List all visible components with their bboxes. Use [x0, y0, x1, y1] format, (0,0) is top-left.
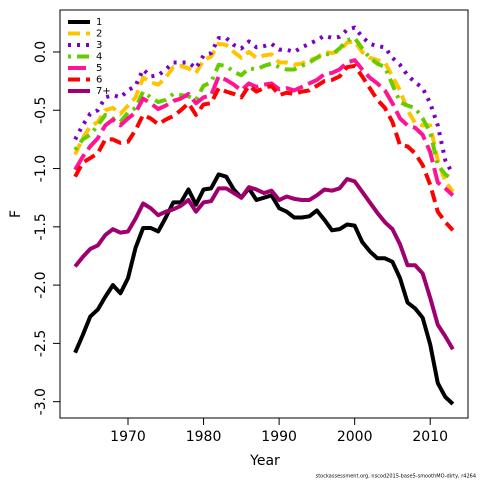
- x-tick-label: 2010: [412, 429, 448, 445]
- y-axis-label: F: [8, 210, 24, 218]
- series-line: [73, 35, 455, 182]
- legend-label: 2: [96, 29, 102, 40]
- legend-label: 4: [96, 52, 102, 63]
- y-tick-label: 0.0: [33, 41, 49, 63]
- x-tick-label: 1990: [261, 429, 297, 445]
- y-tick-label: -3.0: [33, 388, 49, 415]
- plot-frame: [59, 9, 469, 419]
- y-tick-label: -2.5: [33, 330, 49, 357]
- y-tick-label: -2.0: [33, 271, 49, 298]
- x-tick-label: 2000: [337, 429, 373, 445]
- x-tick-label: 1970: [110, 429, 146, 445]
- x-axis-label: Year: [249, 453, 280, 469]
- x-tick-label: 1980: [186, 429, 222, 445]
- legend-label: 1: [96, 17, 102, 28]
- legend-label: 5: [96, 63, 102, 74]
- series-line: [73, 63, 455, 232]
- y-tick-label: -0.5: [33, 97, 49, 124]
- legend-label: 7+: [96, 86, 111, 97]
- legend-label: 6: [96, 75, 102, 86]
- series-line: [73, 39, 455, 194]
- y-tick-label: -1.0: [33, 155, 49, 182]
- series-line: [73, 25, 455, 176]
- series-line: [73, 58, 455, 197]
- series-line: [73, 177, 455, 351]
- legend-label: 3: [96, 40, 102, 51]
- footnote: stockassessment.org, nscod2015-base5-smo…: [316, 474, 476, 480]
- y-tick-label: -1.5: [33, 213, 49, 240]
- series-line: [73, 172, 455, 406]
